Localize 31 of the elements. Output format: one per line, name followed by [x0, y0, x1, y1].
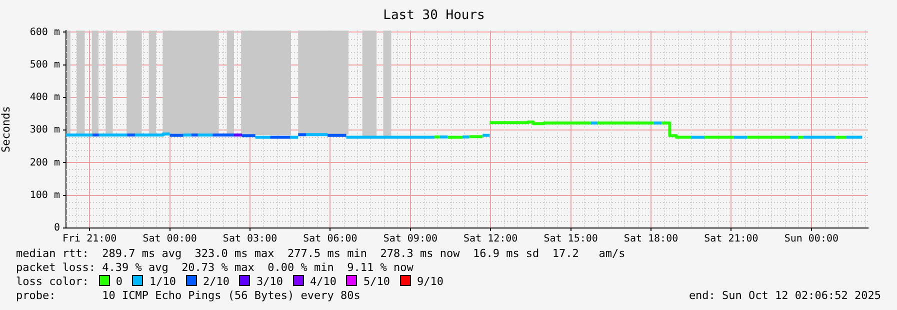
legend-label: 3/10: [256, 275, 283, 288]
y-tick-label: 400 m: [30, 92, 60, 104]
text: packet loss: 4.39 % avg 20.73 % max 0.00 % min 9.11 % now: [16, 261, 414, 275]
x-tick-label: Sun 00:00: [784, 234, 839, 245]
x-tick-label: Sat 09:00: [383, 234, 438, 245]
x-tick-label: Sat 03:00: [222, 234, 278, 245]
chart-title: Last 30 Hours: [383, 8, 485, 24]
x-tick-label: Fri 21:00: [62, 234, 117, 245]
y-tick-label: 0: [54, 222, 60, 234]
text: median rtt: 289.7 ms avg 323.0 ms max 277.5 ms min 278.3 ms now 16.9 ms sd 17.2 am/s: [16, 247, 626, 261]
y-tick-label: 100 m: [30, 190, 60, 201]
y-tick-label: 500 m: [30, 59, 60, 70]
legend-title: loss color:: [16, 275, 89, 288]
legend-label: 4/10: [310, 275, 336, 288]
legend-label: 2/10: [202, 275, 230, 288]
legend-label: 1/10: [149, 275, 176, 288]
x-tick-label: Sat 12:00: [464, 234, 518, 245]
legend-label: 9/10: [416, 275, 444, 288]
y-axis-title: Seconds: [0, 106, 12, 152]
x-tick-label: Sat 00:00: [142, 234, 197, 245]
y-tick-label: 200 m: [30, 157, 60, 168]
x-tick-label: Sat 21:00: [704, 234, 758, 245]
x-tick-label: Sat 15:00: [544, 234, 598, 245]
x-tick-label: Sat 06:00: [303, 234, 358, 245]
y-tick-label: 300 m: [30, 124, 60, 136]
text: end: Sun Oct 12 02:06:52 2025: [688, 289, 881, 303]
y-tick-label: 600 m: [30, 26, 60, 38]
text: probe: 10 ICMP Echo Pings (56 Bytes) every 80s: [16, 289, 360, 303]
legend-label: 0: [116, 275, 122, 288]
legend-label: 5/10: [363, 275, 390, 288]
x-tick-label: Sat 18:00: [624, 234, 678, 245]
